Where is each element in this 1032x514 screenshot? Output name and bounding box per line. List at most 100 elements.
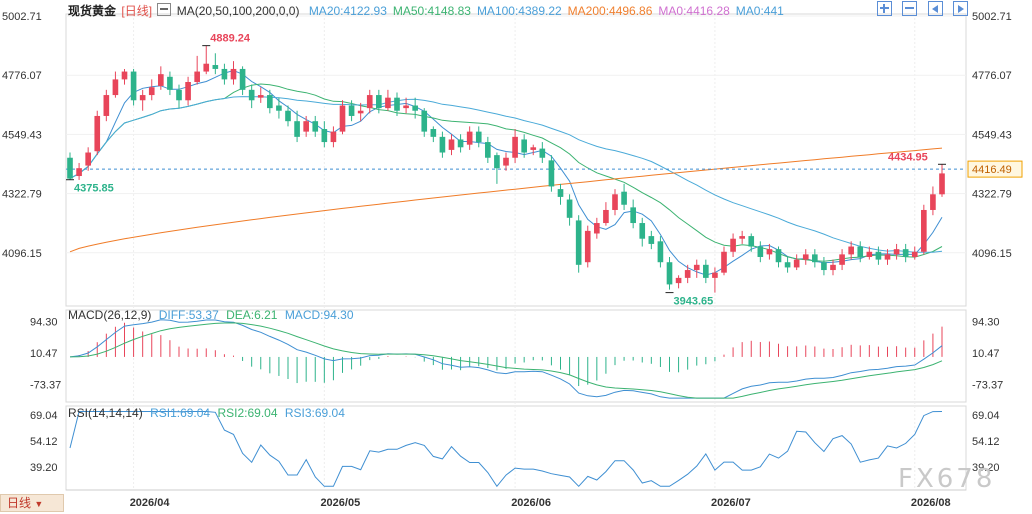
rsi-tick-left: 54.12	[30, 436, 58, 448]
candle-body	[448, 139, 455, 150]
candle-body	[557, 189, 564, 197]
candle-body	[303, 121, 309, 132]
y-tick-label-right: 4549.43	[972, 129, 1012, 141]
period-button[interactable]: 日线 ▼	[0, 494, 64, 512]
period-button-label: 日线	[7, 496, 32, 510]
candle-body	[139, 95, 146, 101]
candle-body	[121, 71, 128, 80]
candle-body	[312, 121, 319, 132]
current-price-label: 4416.49	[972, 164, 1012, 176]
rsi-tick-right: 54.12	[972, 436, 1000, 448]
rsi-2: RSI2:69.04	[217, 406, 278, 420]
y-tick-label-left: 4549.43	[2, 129, 42, 141]
candle-body	[103, 95, 110, 116]
rsi-title: RSI(14,14,14)	[68, 406, 143, 420]
macd-tick-left: 10.47	[30, 348, 58, 360]
y-tick-label-right: 4322.79	[972, 189, 1012, 201]
candle-body	[366, 95, 373, 109]
macd-tick-left: -73.37	[30, 379, 61, 391]
candle-body	[594, 223, 600, 234]
candle-body	[294, 121, 300, 137]
y-tick-label-left: 4776.07	[2, 70, 42, 82]
y-tick-label-right: 5002.71	[972, 11, 1012, 23]
x-tick-label: 2026/07	[711, 497, 751, 509]
settings-icon[interactable]	[157, 3, 172, 16]
candle-body	[875, 251, 882, 260]
current-price-box	[967, 160, 1023, 178]
candle-body	[703, 264, 709, 278]
x-tick-label: 2026/08	[911, 497, 951, 509]
candle-body	[167, 76, 173, 90]
ma50-line	[69, 83, 943, 262]
candle-body	[893, 249, 900, 255]
candle-body	[757, 246, 764, 257]
chevron-down-icon: ▼	[34, 499, 44, 509]
candle-body	[930, 194, 936, 210]
annotation-label: 4889.24	[210, 33, 251, 45]
main-legend: 现货黄金 [日线] MA(20,50,100,200,0,0) MA20:412…	[68, 2, 784, 20]
rsi-tick-left: 69.04	[30, 410, 58, 422]
candle-body	[248, 89, 255, 101]
candle-body	[466, 131, 473, 145]
candle-body	[194, 71, 200, 83]
candle-body	[621, 191, 627, 205]
candle-body	[503, 157, 509, 166]
candle-body	[276, 105, 282, 111]
candle-body	[394, 97, 400, 111]
macd-legend: MACD(26,12,9) DIFF:53.37 DEA:6.21 MACD:9…	[68, 308, 354, 326]
candle-body	[648, 236, 655, 244]
candle-body	[439, 136, 446, 153]
move-left-icon[interactable]	[927, 1, 943, 16]
candle-body	[566, 199, 573, 218]
zoom-out-icon[interactable]	[902, 1, 918, 16]
candle-body	[321, 129, 328, 143]
candle-body	[884, 254, 891, 260]
candle-body	[521, 139, 527, 153]
candle-body	[839, 254, 845, 265]
candle-body	[666, 262, 673, 285]
candle-body	[148, 87, 155, 96]
candle-body	[657, 241, 664, 263]
candle-body	[357, 110, 364, 114]
x-tick-label: 2026/04	[130, 497, 171, 509]
rsi-1: RSI1:69.04	[150, 406, 211, 420]
candle-body	[802, 254, 809, 260]
ma-value-0: MA20:4122.93	[308, 4, 387, 18]
ma-value-5: MA0:441	[735, 4, 784, 18]
candle-body	[385, 97, 391, 109]
candle-body	[376, 95, 382, 109]
rsi-tick-left: 39.20	[30, 462, 58, 474]
candle-body	[85, 152, 91, 166]
candle-body	[475, 131, 482, 143]
candle-body	[857, 246, 864, 257]
candle-body	[911, 251, 918, 257]
candle-body	[921, 209, 927, 252]
candle-body	[693, 264, 700, 271]
candle-body	[530, 147, 537, 150]
annotation-label: 3943.65	[674, 296, 714, 308]
ma20-line	[69, 69, 943, 276]
ma-value-1: MA50:4148.83	[392, 4, 471, 18]
candle-body	[285, 110, 291, 122]
candle-body	[94, 115, 101, 152]
candle-body	[575, 220, 582, 265]
rsi-legend: RSI(14,14,14) RSI1:69.04 RSI2:69.04 RSI3…	[68, 406, 345, 424]
candle-body	[675, 277, 682, 284]
candle-body	[403, 105, 409, 109]
macd-diff-line	[69, 319, 943, 399]
macd-title: MACD(26,12,9)	[68, 308, 152, 322]
candle-body	[539, 148, 546, 158]
candle-body	[775, 249, 782, 263]
candle-body	[221, 68, 228, 80]
candle-body	[739, 236, 745, 239]
candle-body	[830, 264, 836, 271]
candle-body	[485, 142, 491, 158]
y-tick-label-right: 4096.15	[972, 248, 1012, 260]
x-tick-label: 2026/06	[511, 497, 551, 509]
candle-body	[812, 254, 818, 263]
ma100-line	[69, 96, 943, 253]
move-right-icon[interactable]	[953, 1, 968, 16]
zoom-in-icon[interactable]	[876, 1, 892, 16]
symbol-label: 现货黄金	[68, 4, 117, 18]
macd-dea-line	[69, 322, 943, 399]
